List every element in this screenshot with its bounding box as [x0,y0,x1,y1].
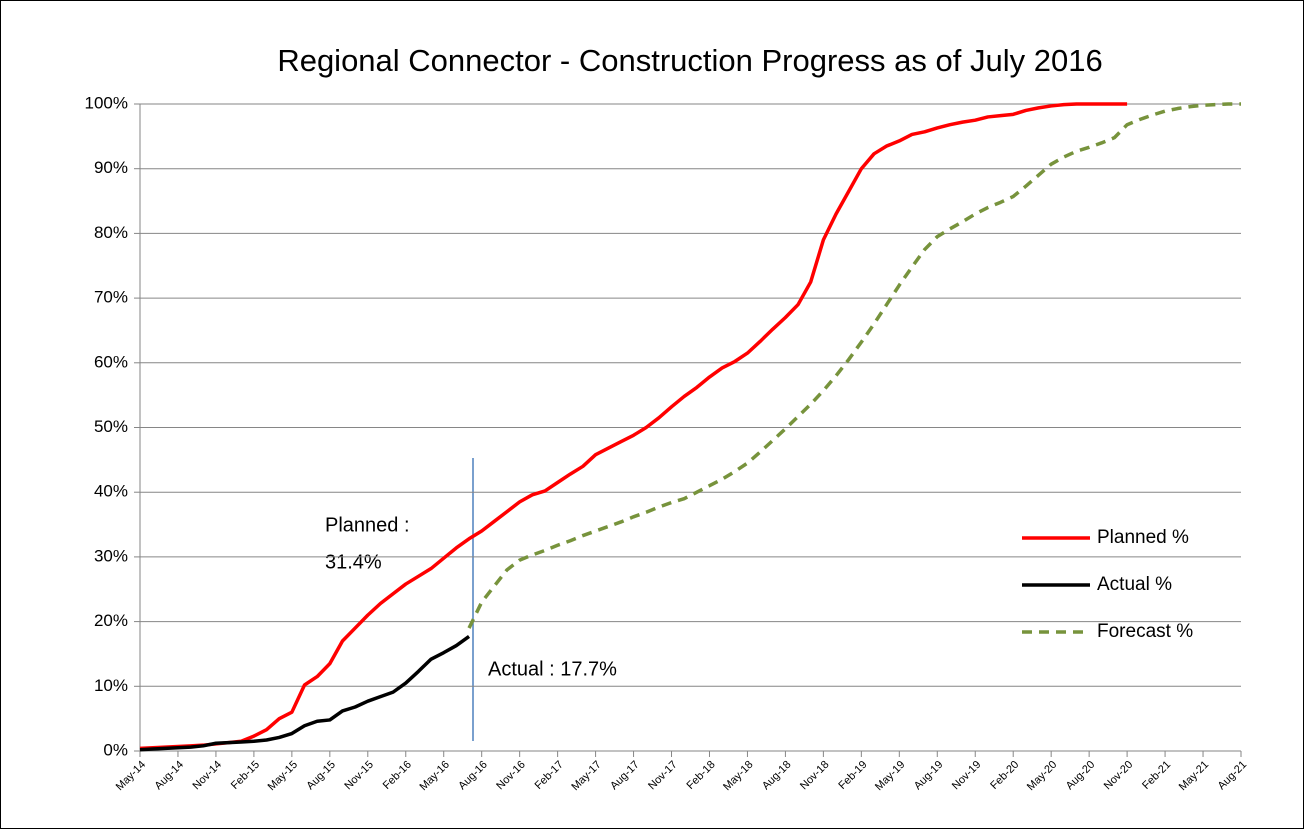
legend-label: Actual % [1097,574,1172,595]
y-tick-label: 20% [94,611,128,630]
y-tick-label: 90% [94,158,128,177]
series-line [467,102,1241,629]
y-tick-label: 60% [94,352,128,371]
annotation: Actual : 17.7% [488,658,617,680]
y-tick-label: 30% [94,546,128,565]
y-tick-label: 10% [94,676,128,695]
y-tick-label: 70% [94,288,128,307]
annotation: Planned : [325,514,410,536]
series-line [139,635,471,752]
legend-label: Planned % [1097,527,1189,548]
y-tick-label: 0% [103,740,128,759]
legend-label: Forecast % [1097,621,1193,642]
y-tick-label: 40% [94,482,128,501]
y-tick-label: 50% [94,417,128,436]
y-tick-label: 100% [85,93,128,112]
series-line [139,102,1128,751]
annotation: 31.4% [325,551,382,573]
y-tick-label: 80% [94,223,128,242]
chart-title: Regional Connector - Construction Progre… [277,43,1102,78]
